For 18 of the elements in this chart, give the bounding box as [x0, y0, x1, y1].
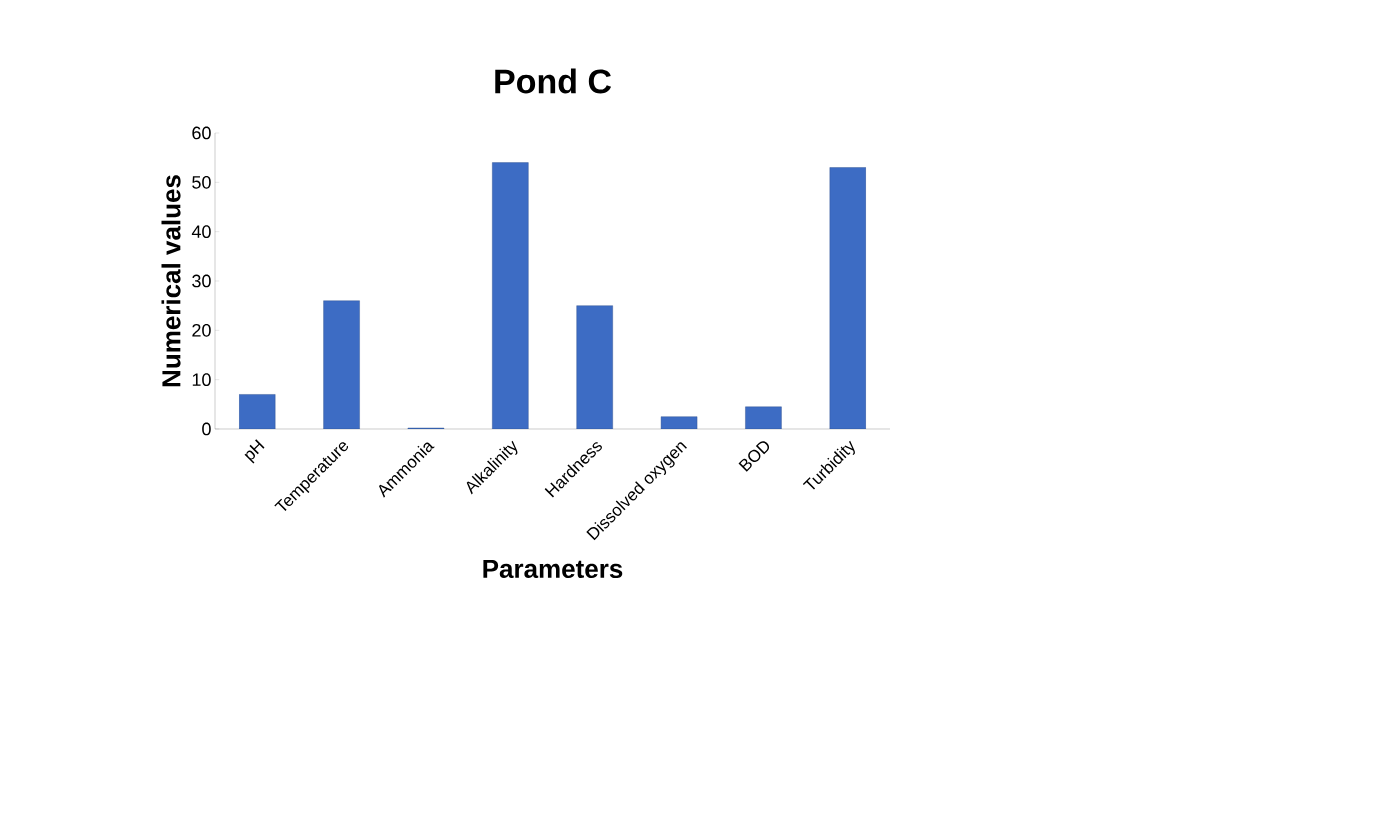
- y-tick-label: 0: [202, 422, 211, 436]
- bar: [238, 394, 276, 429]
- chart-title: Pond C: [495, 68, 612, 94]
- bar: [745, 406, 782, 429]
- bar: [323, 300, 360, 429]
- bar: [492, 162, 529, 429]
- x-tick-label: pH: [244, 439, 265, 464]
- bar: [660, 416, 698, 429]
- x-axis-title: Parameters: [483, 559, 623, 579]
- y-axis-title: Numerical values: [161, 175, 181, 387]
- y-tick-label: 40: [191, 225, 211, 239]
- y-tick-label: 30: [192, 274, 211, 288]
- y-tick-label: 10: [192, 373, 211, 387]
- bar: [576, 305, 613, 429]
- y-tick-label: 20: [192, 323, 211, 337]
- y-tick-label: 60: [192, 126, 211, 140]
- bar: [829, 167, 867, 429]
- y-tick-label: 50: [192, 175, 211, 189]
